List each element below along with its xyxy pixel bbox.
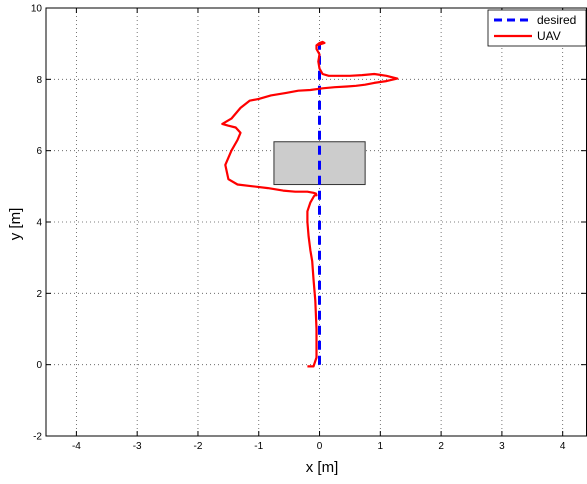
series-line-uav bbox=[221, 40, 399, 368]
x-tick-label: -4 bbox=[72, 441, 81, 452]
x-tick-label: -2 bbox=[194, 441, 203, 452]
x-tick-label: 3 bbox=[499, 441, 505, 452]
legend-box bbox=[487, 9, 587, 47]
y-tick-label: 0 bbox=[36, 360, 42, 371]
x-tick-label: 2 bbox=[438, 441, 444, 452]
x-tick-label: -3 bbox=[133, 441, 142, 452]
legend: desired UAV bbox=[487, 9, 587, 47]
ticks-layer: -4 -3 -2 -1 0 1 2 3 4 -2 0 2 4 6 8 10 bbox=[31, 4, 586, 452]
x-tick-label: 4 bbox=[560, 441, 566, 452]
x-tick-label: 0 bbox=[317, 441, 323, 452]
y-tick-label: 4 bbox=[36, 218, 42, 229]
series-layer bbox=[221, 40, 399, 368]
x-tick-label: -1 bbox=[254, 441, 263, 452]
y-tick-label: 10 bbox=[31, 4, 43, 15]
legend-label-uav: UAV bbox=[537, 29, 561, 43]
y-axis-label: y [m] bbox=[7, 208, 24, 241]
y-tick-label: 2 bbox=[36, 289, 42, 300]
y-tick-label: 8 bbox=[36, 75, 42, 86]
legend-label-desired: desired bbox=[537, 13, 576, 27]
x-tick-label: 1 bbox=[378, 441, 384, 452]
y-tick-label: -2 bbox=[33, 432, 42, 443]
y-tick-label: 6 bbox=[36, 146, 42, 157]
x-axis-label: x [m] bbox=[306, 459, 339, 476]
